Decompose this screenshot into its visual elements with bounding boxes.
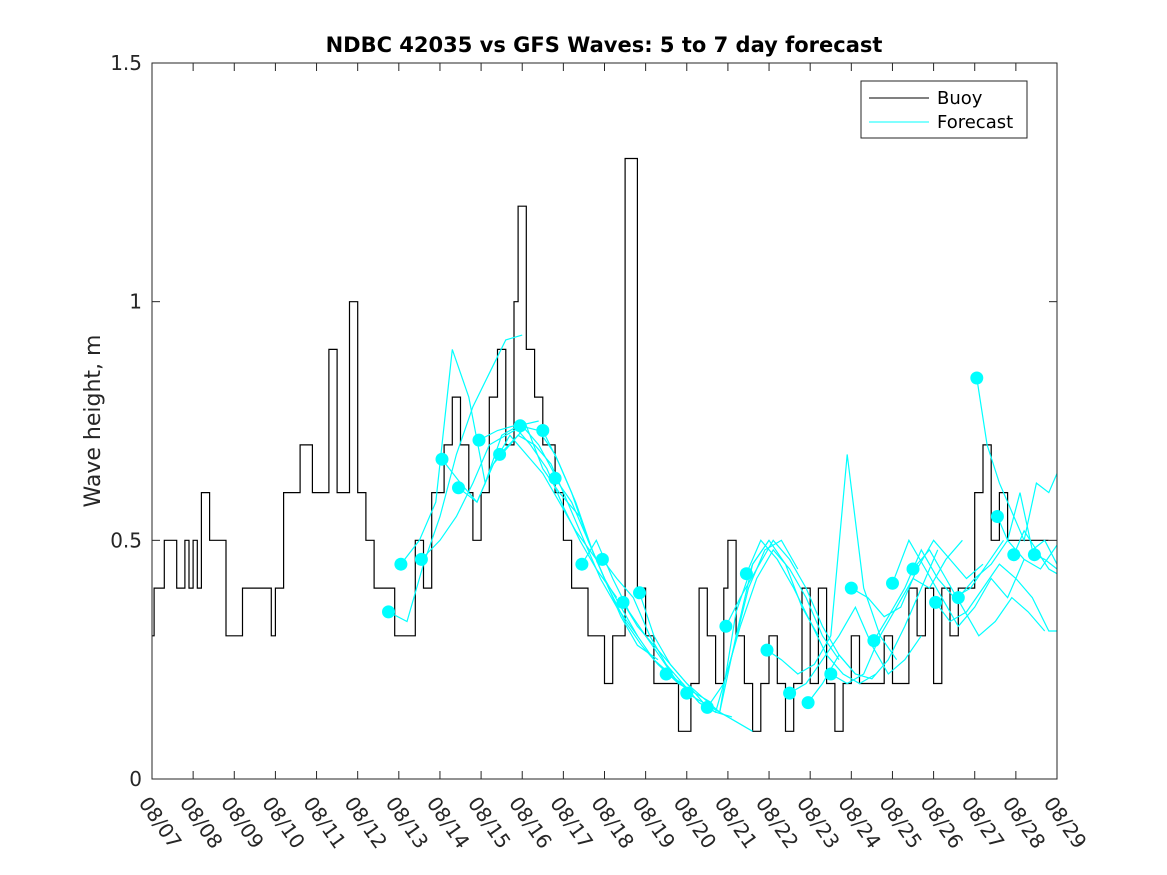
forecast-line bbox=[996, 492, 1058, 565]
forecast-marker bbox=[719, 619, 733, 633]
y-tick-label: 1.5 bbox=[110, 51, 142, 75]
y-tick-label: 0 bbox=[129, 767, 142, 791]
forecast-marker bbox=[536, 424, 550, 437]
legend-forecast-label: Forecast bbox=[937, 112, 1013, 133]
forecast-line bbox=[725, 539, 856, 675]
forecast-marker bbox=[700, 700, 714, 714]
forecast-marker bbox=[493, 447, 507, 461]
y-tick-labels: 0 0.5 1 1.5 bbox=[110, 51, 142, 791]
buoy-line bbox=[152, 157, 1049, 732]
forecast-marker bbox=[906, 562, 920, 576]
forecast-line bbox=[420, 425, 560, 560]
forecast-marker bbox=[760, 643, 774, 657]
forecast-line bbox=[891, 538, 1025, 628]
forecast-marker bbox=[472, 433, 486, 447]
forecast-line bbox=[706, 548, 840, 708]
forecast-marker bbox=[659, 667, 673, 681]
forecast-line bbox=[499, 434, 638, 637]
forecast-marker bbox=[595, 552, 609, 566]
forecast-marker bbox=[783, 686, 797, 700]
forecast-marker bbox=[452, 481, 465, 495]
forecast-markers bbox=[382, 371, 1041, 714]
forecast-marker bbox=[633, 586, 646, 600]
y-tick-label: 0.5 bbox=[110, 528, 142, 552]
y-axis-label: Wave height, m bbox=[81, 335, 106, 508]
forecast-marker bbox=[867, 634, 881, 648]
forecast-marker bbox=[548, 471, 562, 485]
forecast-marker bbox=[435, 452, 449, 466]
forecast-line bbox=[789, 605, 922, 694]
forecast-line bbox=[976, 377, 1058, 543]
forecast-line bbox=[388, 334, 523, 623]
forecast-marker bbox=[575, 557, 589, 571]
forecast-marker bbox=[1027, 548, 1041, 562]
forecast-marker bbox=[680, 686, 694, 700]
legend-box bbox=[860, 80, 1028, 139]
forecast-marker bbox=[739, 567, 753, 581]
forecast-line bbox=[400, 349, 539, 565]
plot-frame bbox=[151, 62, 1058, 780]
forecast-marker bbox=[970, 371, 984, 385]
forecast-line bbox=[766, 454, 898, 675]
forecast-line bbox=[912, 548, 1046, 637]
forecast-line bbox=[935, 563, 1057, 632]
forecast-marker bbox=[929, 595, 943, 609]
buoy-series bbox=[152, 157, 1049, 732]
forecast-marker bbox=[801, 696, 815, 710]
forecast-marker bbox=[990, 510, 1004, 523]
forecast-marker bbox=[382, 605, 395, 619]
chart-title: NDBC 42035 vs GFS Waves: 5 to 7 day fore… bbox=[326, 33, 883, 57]
forecast-marker bbox=[513, 419, 527, 433]
forecast-marker bbox=[616, 595, 630, 609]
forecast-marker bbox=[844, 581, 858, 595]
forecast-marker bbox=[414, 552, 428, 566]
forecast-marker bbox=[1007, 548, 1021, 562]
forecast-marker bbox=[824, 667, 838, 681]
y-tick-label: 1 bbox=[129, 290, 142, 314]
legend-buoy-label: Buoy bbox=[937, 88, 983, 109]
forecast-line bbox=[478, 425, 618, 598]
legend: Buoy Forecast bbox=[860, 80, 1028, 139]
forecast-marker bbox=[886, 576, 899, 590]
forecast-marker bbox=[394, 557, 408, 571]
forecast-line bbox=[745, 539, 877, 685]
forecast-marker bbox=[951, 591, 965, 605]
